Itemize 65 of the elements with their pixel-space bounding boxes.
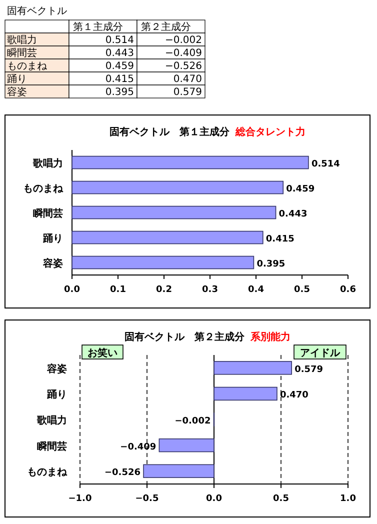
data-label: 0.459 — [105, 61, 134, 72]
x-tick-label: −0.5 — [135, 494, 159, 504]
data-label: −0.002 — [164, 35, 202, 46]
data-label: 0.443 — [278, 210, 308, 220]
annotation: アイドル — [300, 348, 341, 359]
data-label: 0.514 — [311, 160, 340, 170]
bar — [214, 386, 278, 401]
x-tick-label: 0.5 — [273, 494, 289, 504]
bar — [72, 180, 284, 194]
x-tick-label: 1.0 — [340, 494, 356, 504]
data-label: 0.579 — [294, 364, 324, 375]
chart-subtitle: 総合タレント力 — [234, 126, 306, 138]
data-label: 0.459 — [286, 184, 315, 194]
y-tick-label: 踊り — [46, 388, 67, 401]
y-tick-label: 踊り — [42, 232, 63, 244]
bar — [214, 361, 292, 375]
x-tick-label: 0.6 — [340, 285, 356, 295]
data-label: −0.409 — [164, 48, 202, 59]
chart-title: 固有ベクトル 第２主成分 — [124, 331, 246, 343]
data-label: 0.395 — [105, 87, 134, 98]
data-label: 0.470 — [280, 390, 308, 401]
x-tick-label: 0.4 — [248, 285, 264, 295]
y-tick-label: 踊り — [7, 74, 27, 85]
y-tick-label: 歌唱力 — [32, 158, 63, 170]
data-label: −0.002 — [174, 416, 211, 426]
y-tick-label: 瞬間芸 — [33, 208, 63, 220]
data-label: 0.443 — [105, 48, 134, 59]
data-label: −0.526 — [104, 468, 141, 478]
y-tick-label: ものまね — [7, 61, 48, 72]
x-tick-label: −1.0 — [68, 494, 92, 504]
x-tick-label: 第２主成分 — [141, 21, 191, 33]
data-label: 0.415 — [266, 234, 294, 244]
bar — [143, 464, 214, 478]
bar — [72, 156, 309, 170]
y-tick-label: 容姿 — [7, 86, 27, 98]
x-tick-label: 0.5 — [294, 285, 310, 295]
bar — [158, 438, 214, 452]
data-label: −0.409 — [120, 442, 156, 452]
y-tick-label: 歌唱力 — [36, 414, 67, 426]
data-label: 0.395 — [256, 260, 286, 270]
chart-title: 固有ベクトル — [7, 5, 67, 17]
x-tick-label: 0.0 — [64, 285, 80, 295]
data-label: 0.514 — [105, 35, 134, 46]
data-label: −0.526 — [164, 61, 202, 72]
chart-title: 固有ベクトル 第１主成分 — [110, 126, 230, 138]
annotation: お笑い — [88, 347, 118, 359]
data-label: 0.470 — [173, 74, 202, 85]
bar — [72, 256, 254, 270]
y-tick-label: ものまね — [23, 184, 64, 194]
y-tick-label: 瞬間芸 — [37, 440, 67, 452]
x-tick-label: 0.3 — [202, 285, 218, 295]
x-tick-label: 0.2 — [156, 285, 172, 295]
y-tick-label: 瞬間芸 — [7, 47, 37, 59]
bar — [72, 230, 264, 244]
x-tick-label: 0.0 — [206, 494, 222, 504]
data-label: 0.415 — [105, 74, 134, 85]
x-tick-label: 0.1 — [110, 285, 126, 295]
y-tick-label: 容姿 — [46, 362, 67, 375]
data-label: 0.579 — [173, 87, 202, 98]
x-tick-label: 第１主成分 — [73, 21, 123, 33]
y-tick-label: 容姿 — [42, 258, 63, 270]
chart-subtitle: 系別能力 — [250, 331, 290, 343]
y-tick-label: ものまね — [27, 467, 68, 478]
y-tick-label: 歌唱力 — [7, 34, 37, 46]
bar — [72, 206, 276, 220]
